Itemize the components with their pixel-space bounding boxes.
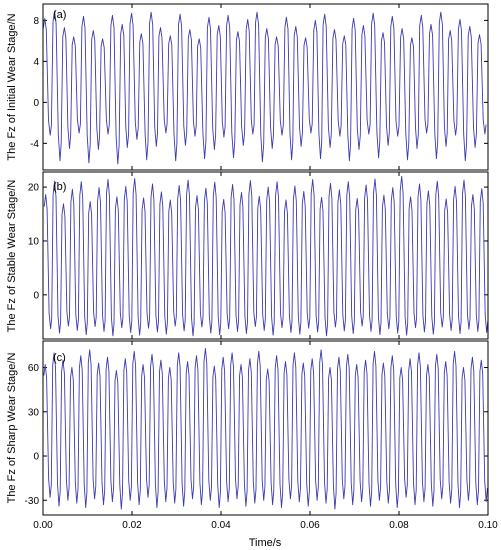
panel-c: The Fz of Sharp Wear Stage/N -30 0 30 60 0.… [6, 340, 498, 531]
panel-b-ytick-label: 10 [28, 236, 40, 247]
panel-b-tag: (b) [53, 181, 66, 193]
panel-a-frame [42, 3, 489, 171]
x-tick-label: 0.08 [389, 520, 409, 531]
panel-a-yticks: -4 0 4 8 [30, 16, 488, 150]
panel-a: The Fz of Initial Wear Stage/N -4 0 4 8 (a) [6, 3, 489, 171]
panel-a-series-line [42, 10, 487, 165]
panel-a-trace [42, 4, 489, 170]
panel-c-ytick-label: 0 [33, 452, 39, 463]
panel-a-ytick-label: 4 [33, 57, 39, 68]
panel-c-frame [42, 340, 489, 516]
panel-b-frame [42, 171, 489, 340]
panel-b-series-line [43, 175, 489, 337]
panel-c-ytick-label: -30 [25, 496, 40, 507]
panel-b-ylabel: The Fz of Stable Wear Stage/N [6, 180, 18, 333]
panel-c-trace [42, 341, 489, 515]
x-tick-label: 0.06 [300, 520, 320, 531]
panel-c-series-line [43, 347, 488, 510]
panel-b-ytick-label: 20 [28, 183, 40, 194]
panel-b-trace [42, 172, 489, 339]
x-tick-label: 0.10 [478, 520, 498, 531]
x-tick-label: 0.00 [33, 520, 53, 531]
panel-c-xticks: 0.00 0.02 0.04 0.06 0.08 0.10 [33, 520, 498, 531]
x-tick-label: 0.02 [122, 520, 142, 531]
panel-c-ylabel: The Fz of Sharp Wear Stage/N [6, 353, 18, 504]
x-tick-label: 0.04 [211, 520, 231, 531]
x-axis-label: Time/s [249, 537, 282, 549]
panel-c-tag: (c) [53, 352, 66, 364]
panel-b-yticks: 0 10 20 [28, 183, 488, 301]
panel-c-ytick-label: 30 [28, 407, 40, 418]
panel-a-ytick-label: 8 [33, 16, 39, 27]
panel-c-ytick-label: 60 [28, 363, 40, 374]
panel-b: The Fz of Stable Wear Stage/N 0 10 20 (b) [6, 171, 489, 340]
panel-a-tag: (a) [53, 9, 66, 21]
panel-a-ytick-label: 0 [33, 98, 39, 109]
panel-a-ylabel: The Fz of Initial Wear Stage/N [6, 13, 18, 160]
panel-a-ytick-label: -4 [30, 139, 39, 150]
panel-b-ytick-label: 0 [33, 290, 39, 301]
